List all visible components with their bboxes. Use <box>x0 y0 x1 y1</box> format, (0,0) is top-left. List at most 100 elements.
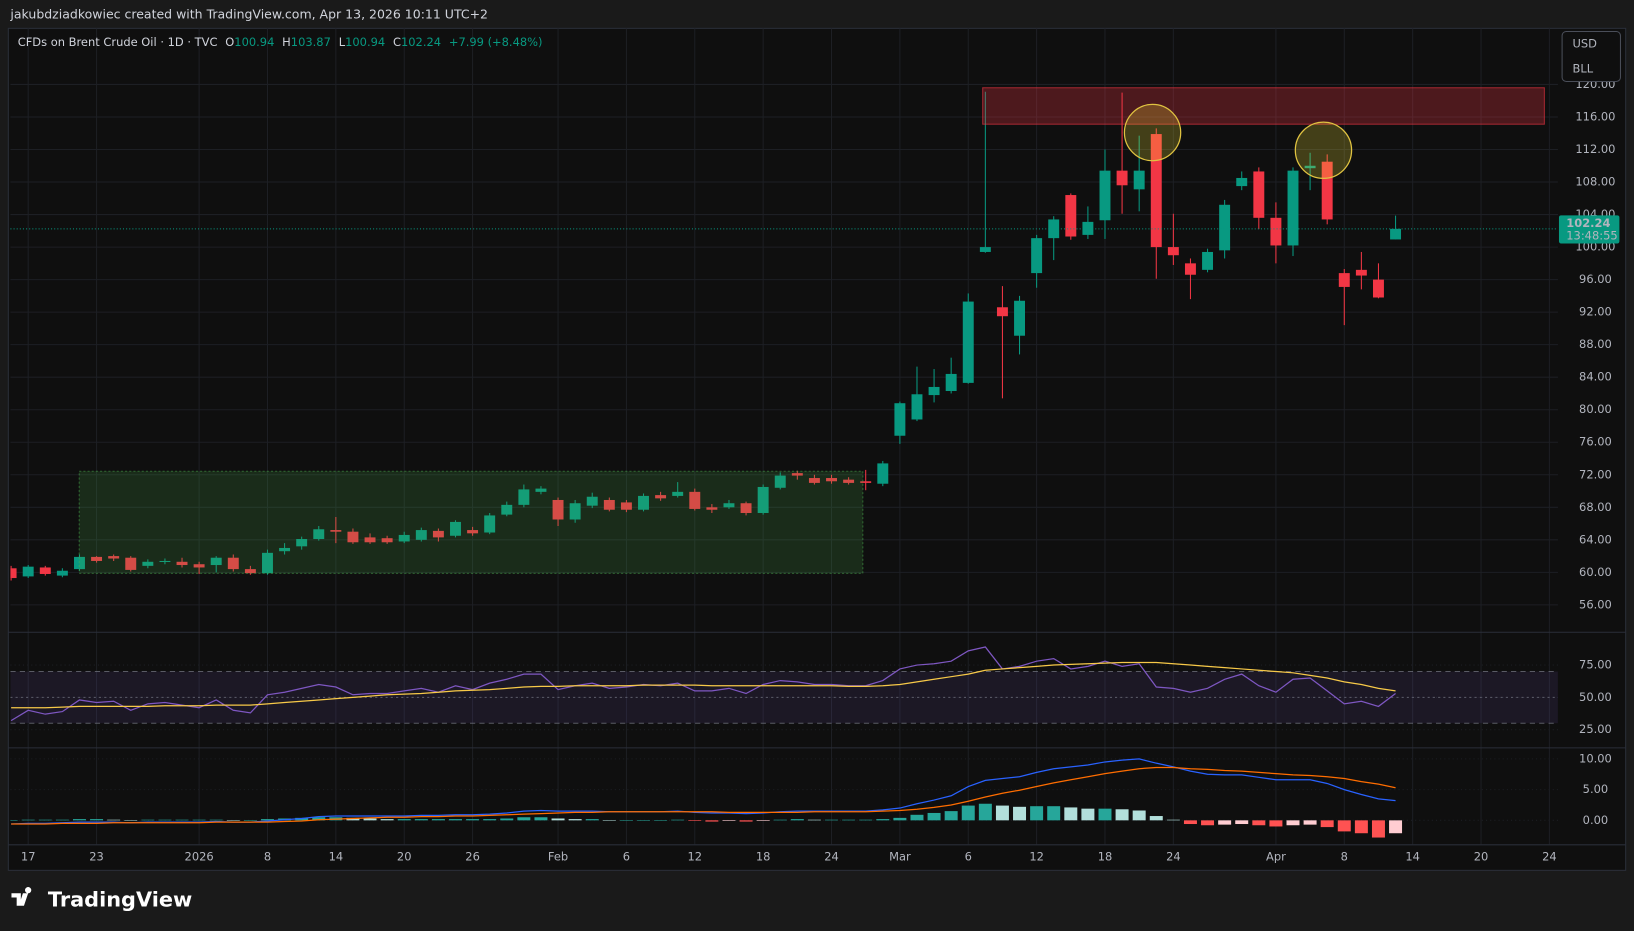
macd-histogram-bar <box>192 819 206 821</box>
candle-body <box>928 386 940 396</box>
x-tick-label: 6 <box>623 849 630 863</box>
open-value: 100.94 <box>234 34 274 48</box>
candle-body <box>860 481 872 483</box>
x-tick-label: 14 <box>1405 849 1420 863</box>
x-tick-label: 8 <box>1341 849 1348 863</box>
macd-histogram-bar <box>21 819 35 821</box>
macd-histogram-bar <box>10 820 18 821</box>
x-tick-label: 14 <box>329 849 344 863</box>
candle-body <box>979 247 991 252</box>
macd-histogram-bar <box>978 803 992 821</box>
y-tick-label: 96.00 <box>1579 272 1612 286</box>
candle-body <box>193 564 205 568</box>
candle-body <box>1082 221 1094 235</box>
x-tick-label: Apr <box>1266 849 1286 863</box>
candle-body <box>843 479 855 483</box>
macd-histogram-bar <box>1132 810 1146 821</box>
logo-icon <box>11 887 32 906</box>
candle-body <box>1304 165 1316 169</box>
candle-body <box>1236 177 1248 187</box>
macd-histogram-bar <box>107 819 121 821</box>
macd-histogram-bar <box>910 814 924 821</box>
resistance-zone <box>982 87 1545 125</box>
candle-body <box>210 557 222 566</box>
y-tick-label: 88.00 <box>1579 337 1612 351</box>
candle-body <box>689 491 701 509</box>
x-tick-label: 26 <box>465 849 480 863</box>
symbol-title: CFDs on Brent Crude Oil · 1D · TVC <box>18 34 218 48</box>
y-tick-label: 50.00 <box>1579 690 1612 704</box>
candle-body <box>1167 247 1179 256</box>
candle-body <box>1287 170 1299 246</box>
chart-area <box>7 27 1627 871</box>
macd-histogram-bar <box>961 805 975 821</box>
macd-histogram-bar <box>568 819 582 821</box>
y-tick-label: 92.00 <box>1579 305 1612 319</box>
high-value: 103.87 <box>291 34 331 48</box>
candle-body <box>330 530 342 532</box>
macd-histogram-bar <box>175 819 189 821</box>
candle-body <box>774 475 786 488</box>
macd-histogram-bar <box>876 819 890 821</box>
macd-histogram-bar <box>671 819 685 821</box>
close-value: 102.24 <box>401 34 441 48</box>
high-label: H <box>282 34 291 48</box>
candle-body <box>1014 300 1025 336</box>
x-tick-label: 18 <box>1098 849 1113 863</box>
macd-histogram-bar <box>534 817 548 821</box>
macd-histogram-bar <box>158 819 172 821</box>
macd-histogram-bar <box>449 819 462 821</box>
candle-body <box>603 499 615 510</box>
macd-histogram-bar <box>38 819 52 821</box>
candle-body <box>279 547 291 552</box>
macd-histogram-bar <box>1030 806 1044 821</box>
y-tick-label: 80.00 <box>1579 402 1612 416</box>
macd-histogram-bar <box>1149 816 1163 821</box>
x-tick-label: Mar <box>889 849 911 863</box>
legend: CFDs on Brent Crude Oil · 1D · TVC O100.… <box>18 34 543 48</box>
pane-rsi <box>10 646 1558 724</box>
candle-body <box>10 568 17 579</box>
plot-layer: 17 23 2026 8 14 20 26 Feb 6 12 18 24 Mar 6 12 18 24 Apr 8 1… <box>8 28 1626 863</box>
x-tick-label: 6 <box>965 849 972 863</box>
candle-body <box>518 489 530 505</box>
highlight-circle <box>1123 103 1182 162</box>
y-tick-label: 116.00 <box>1575 109 1615 123</box>
y-tick-label: 112.00 <box>1575 142 1615 156</box>
candle-body <box>467 530 479 534</box>
macd-histogram-bar <box>842 819 856 821</box>
macd-histogram-bar <box>585 819 599 821</box>
x-tick-label: Feb <box>548 849 568 863</box>
last-price-label: 102.24 <box>1566 216 1610 230</box>
candle-body <box>159 560 171 563</box>
candle-body <box>894 403 906 436</box>
macd-histogram-bar <box>1183 820 1197 825</box>
macd-histogram-bar <box>619 820 633 821</box>
macd-histogram-bar <box>1166 819 1180 821</box>
unit-box[interactable] <box>1561 30 1621 83</box>
candle-body <box>398 534 410 542</box>
macd-histogram-bar <box>1013 806 1027 821</box>
macd-histogram-bar <box>90 819 104 821</box>
candle-body <box>39 567 51 574</box>
macd-histogram-bar <box>1081 808 1095 821</box>
candle-body <box>1031 238 1043 274</box>
candle-body <box>1355 269 1367 276</box>
x-tick-label: 20 <box>1474 849 1489 863</box>
close-label: C <box>393 34 401 48</box>
macd-histogram-bar <box>1320 820 1334 828</box>
macd-histogram-bar <box>825 819 839 821</box>
macd-histogram-bar <box>807 819 821 821</box>
y-tick-label: 5.00 <box>1583 782 1609 796</box>
candle-body <box>911 394 923 420</box>
consolidation-zone <box>78 470 864 574</box>
macd-histogram-bar <box>466 819 480 821</box>
y-tick-label: 60.00 <box>1579 565 1612 579</box>
candle-body <box>1048 219 1060 239</box>
pane-candlestick <box>10 91 1402 581</box>
y-tick-label: 68.00 <box>1579 500 1612 514</box>
y-tick-label: 108.00 <box>1575 175 1615 189</box>
x-tick-label: 24 <box>824 849 839 863</box>
candle-body <box>1184 263 1196 275</box>
x-tick-label: 23 <box>89 849 104 863</box>
